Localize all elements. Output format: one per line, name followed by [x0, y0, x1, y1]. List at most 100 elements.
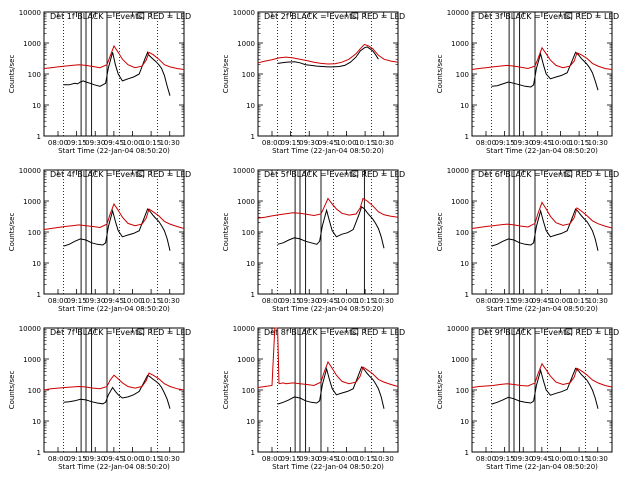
- y-axis-label: Counts/sec: [8, 371, 16, 410]
- x-axis-label: Start Time (22-Jan-04 08:50:20): [58, 147, 170, 155]
- y-tick-label: 10000: [447, 9, 469, 17]
- panel-title: Det 9f BLACK = Events, RED = LLD: [478, 328, 619, 337]
- x-axis-label: Start Time (22-Jan-04 08:50:20): [272, 463, 384, 471]
- y-axis-label: Counts/sec: [436, 371, 444, 410]
- plot-frame: [43, 11, 185, 137]
- x-tick-label: 10:15: [569, 455, 589, 463]
- series-line-red: [43, 44, 185, 70]
- series-line-red: [471, 362, 613, 388]
- x-tick-label: 09:45: [318, 297, 338, 305]
- x-axis-label: Start Time (22-Jan-04 08:50:20): [58, 463, 170, 471]
- panel-title: Det 4f BLACK = Events, RED = LLD: [50, 170, 191, 179]
- x-tick-label: 09:30: [513, 139, 533, 147]
- x-tick-label: 08:00: [476, 455, 496, 463]
- y-tick-label: 100: [28, 387, 41, 395]
- y-tick-label: 1: [465, 291, 469, 299]
- y-axis-label: Counts/sec: [8, 213, 16, 252]
- plot-frame: [257, 327, 399, 453]
- series-line-red: [257, 43, 399, 65]
- x-tick-label: 08:00: [48, 297, 68, 305]
- y-tick-label: 10: [32, 260, 41, 268]
- x-tick-label: 10:15: [141, 297, 161, 305]
- x-tick-label: 09:45: [318, 139, 338, 147]
- y-tick-label: 1: [251, 291, 255, 299]
- panel-2: Det 2f BLACK = Events, RED = LLD 1 10 100 10…: [222, 9, 405, 155]
- y-tick-label: 10: [460, 102, 469, 110]
- legend-box-marker: [565, 12, 573, 19]
- x-tick-label: 08:00: [48, 455, 68, 463]
- panel-title: Det 1f BLACK = Events, RED = LLD: [50, 12, 191, 21]
- y-axis-label: Counts/sec: [222, 55, 230, 94]
- y-tick-label: 10000: [233, 9, 255, 17]
- legend-box-marker: [137, 170, 145, 177]
- x-tick-label: 09:30: [299, 139, 319, 147]
- x-tick-label: 09:30: [85, 139, 105, 147]
- x-tick-label: 10:30: [374, 139, 394, 147]
- x-tick-label: 09:30: [513, 455, 533, 463]
- series-line-red: [43, 202, 185, 230]
- y-tick-label: 1000: [23, 356, 41, 364]
- y-tick-label: 10: [460, 418, 469, 426]
- series-line-black: [277, 206, 385, 249]
- x-tick-label: 08:00: [262, 297, 282, 305]
- x-tick-label: 10:00: [122, 139, 142, 147]
- panel-9: Det 9f BLACK = Events, RED = LLD 1 10 100 10…: [436, 325, 619, 471]
- x-tick-label: 10:00: [550, 455, 570, 463]
- panel-title: Det 6f BLACK = Events, RED = LLD: [478, 170, 619, 179]
- x-tick-label: 10:15: [355, 455, 375, 463]
- x-tick-label: 09:15: [67, 455, 87, 463]
- x-axis-label: Start Time (22-Jan-04 08:50:20): [58, 305, 170, 313]
- plot-frame: [471, 11, 613, 137]
- panel-title: Det 3f BLACK = Events, RED = LLD: [478, 12, 619, 21]
- y-tick-label: 1000: [451, 40, 469, 48]
- y-tick-label: 1: [37, 449, 41, 457]
- x-tick-label: 08:00: [476, 139, 496, 147]
- x-tick-label: 10:30: [588, 139, 608, 147]
- x-tick-label: 10:30: [160, 455, 180, 463]
- legend-box-marker: [137, 328, 145, 335]
- x-tick-label: 08:00: [262, 455, 282, 463]
- x-tick-label: 09:15: [281, 455, 301, 463]
- y-tick-label: 1000: [237, 198, 255, 206]
- legend-box-marker: [351, 170, 359, 177]
- y-tick-label: 1: [251, 449, 255, 457]
- panel-title: Det 8f BLACK = Events, RED = LLD: [264, 328, 405, 337]
- x-tick-label: 10:30: [374, 455, 394, 463]
- series-line-red: [471, 201, 613, 229]
- y-tick-label: 1: [37, 133, 41, 141]
- y-tick-label: 10000: [233, 167, 255, 175]
- x-tick-label: 09:30: [85, 297, 105, 305]
- x-tick-label: 10:15: [355, 297, 375, 305]
- y-tick-label: 1000: [237, 40, 255, 48]
- x-tick-label: 10:30: [588, 455, 608, 463]
- series-line-red: [257, 327, 399, 388]
- legend-box-marker: [351, 12, 359, 19]
- y-tick-label: 10000: [19, 325, 41, 333]
- y-tick-label: 10000: [233, 325, 255, 333]
- x-axis-label: Start Time (22-Jan-04 08:50:20): [486, 463, 598, 471]
- panel-title: Det 7f BLACK = Events, RED = LLD: [50, 328, 191, 337]
- y-tick-label: 10: [246, 102, 255, 110]
- x-tick-label: 09:15: [281, 139, 301, 147]
- x-tick-label: 09:45: [104, 455, 124, 463]
- y-tick-label: 1000: [451, 356, 469, 364]
- y-tick-label: 10000: [447, 325, 469, 333]
- y-tick-label: 100: [456, 387, 469, 395]
- x-tick-label: 10:15: [141, 139, 161, 147]
- y-tick-label: 1: [465, 133, 469, 141]
- x-tick-label: 09:45: [532, 455, 552, 463]
- y-tick-label: 1000: [237, 356, 255, 364]
- y-tick-label: 10: [32, 418, 41, 426]
- y-axis-label: Counts/sec: [436, 213, 444, 252]
- x-tick-label: 10:00: [336, 139, 356, 147]
- panel-7: Det 7f BLACK = Events, RED = LLD 1 10 100 10…: [8, 325, 191, 471]
- x-tick-label: 10:30: [160, 297, 180, 305]
- x-tick-label: 09:45: [532, 139, 552, 147]
- x-tick-label: 09:45: [104, 139, 124, 147]
- series-line-red: [257, 197, 399, 219]
- panel-title: Det 5f BLACK = Events, RED = LLD: [264, 170, 405, 179]
- y-tick-label: 100: [28, 229, 41, 237]
- x-tick-label: 10:00: [336, 455, 356, 463]
- plot-frame: [257, 11, 399, 137]
- x-tick-label: 10:30: [160, 139, 180, 147]
